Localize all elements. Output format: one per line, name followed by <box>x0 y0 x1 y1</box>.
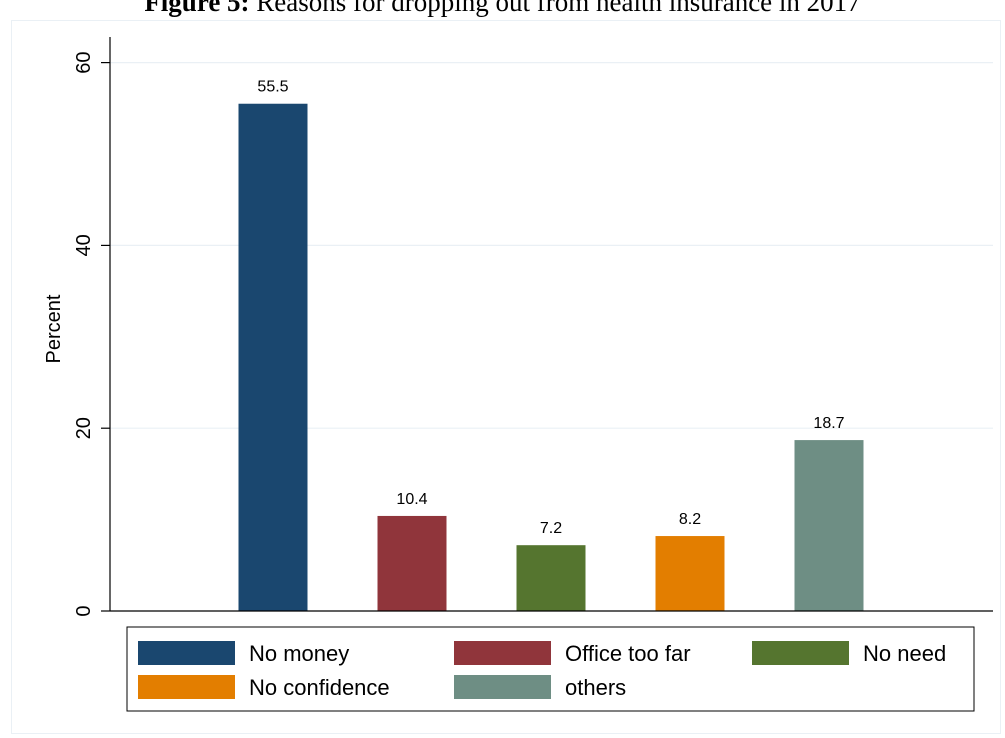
data-label: 55.5 <box>257 79 288 96</box>
legend-swatch <box>138 641 235 665</box>
legend-swatch <box>454 641 551 665</box>
legend-swatch <box>454 675 551 699</box>
y-tick-label: 60 <box>73 51 95 73</box>
data-label: 10.4 <box>396 491 427 508</box>
y-tick-label: 0 <box>73 605 95 616</box>
data-label: 7.2 <box>540 520 562 537</box>
y-tick-label: 40 <box>73 234 95 256</box>
y-axis-label: Percent <box>43 294 65 363</box>
bar-no-confidence <box>655 536 725 611</box>
chart-frame <box>11 20 1001 734</box>
legend-swatch <box>138 675 235 699</box>
y-ticks: 0 20 40 60 <box>73 51 110 617</box>
bar-no-need <box>516 545 586 611</box>
bar-no-money <box>238 103 308 611</box>
data-labels: 55.5 10.4 7.2 8.2 18.7 <box>257 79 844 537</box>
legend-label: No need <box>863 641 946 666</box>
legend-swatch <box>752 641 849 665</box>
y-tick-label: 20 <box>73 417 95 439</box>
figure-title: Figure 5: Reasons for dropping out from … <box>0 0 1005 17</box>
data-label: 18.7 <box>813 415 844 432</box>
legend-label: No money <box>249 641 349 666</box>
data-label: 8.2 <box>679 511 701 528</box>
figure-number: Figure 5: <box>144 0 250 17</box>
axes <box>109 37 993 612</box>
figure-caption: Reasons for dropping out from health ins… <box>249 0 861 17</box>
bar-office-too-far <box>377 515 447 611</box>
legend-label: No confidence <box>249 675 390 700</box>
legend: No money Office too far No need No confiden… <box>126 626 975 712</box>
bars <box>238 103 864 611</box>
bar-others <box>794 440 864 611</box>
legend-label: others <box>565 675 626 700</box>
legend-label: Office too far <box>565 641 691 666</box>
